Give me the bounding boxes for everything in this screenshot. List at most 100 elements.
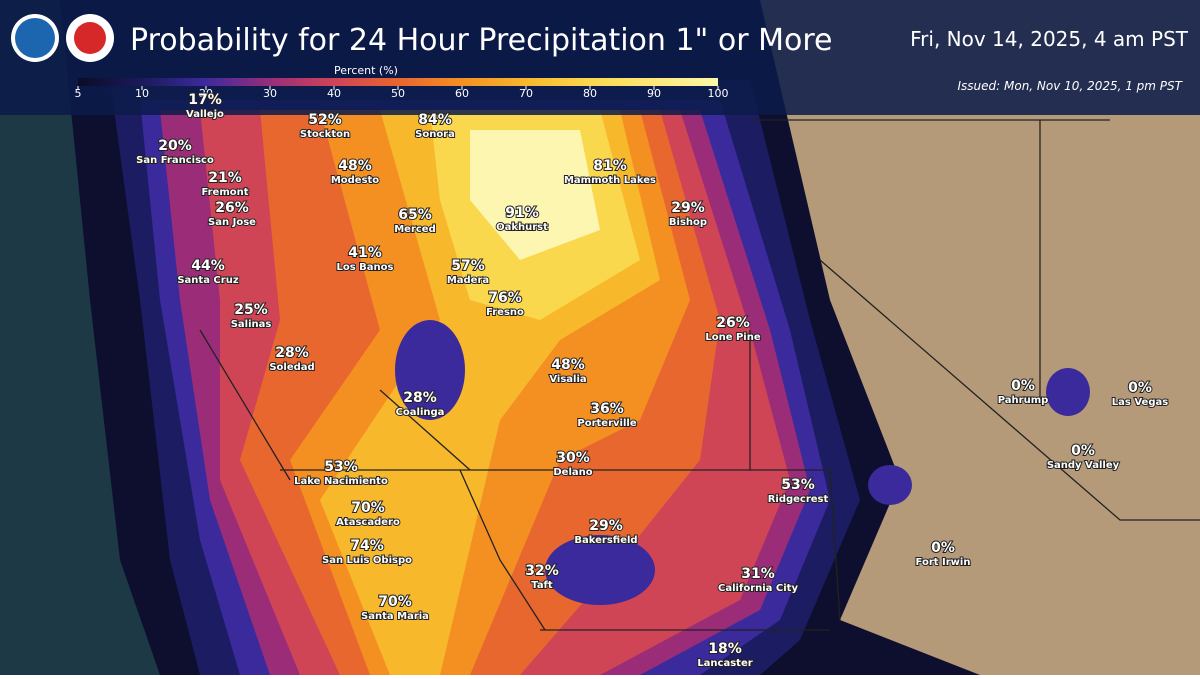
- legend-bar: [78, 78, 718, 86]
- city-name: Lancaster: [697, 658, 752, 669]
- city-percent: 65%: [398, 207, 432, 223]
- legend-title: Percent (%): [334, 64, 398, 77]
- valid-time: Fri, Nov 14, 2025, 4 am PST: [910, 27, 1189, 51]
- city-percent: 18%: [708, 641, 742, 657]
- city-percent: 28%: [403, 390, 437, 406]
- noaa-logo-inner: [15, 18, 55, 58]
- city-name: Coalinga: [396, 407, 445, 418]
- city-name: Sonora: [415, 129, 455, 140]
- city-percent: 84%: [418, 112, 452, 128]
- low-area: [545, 535, 655, 605]
- city-percent: 41%: [348, 245, 382, 261]
- legend-tick-label: 40: [327, 87, 341, 100]
- city-name: Ridgecrest: [768, 494, 829, 505]
- city-percent: 70%: [351, 500, 385, 516]
- city-name: Porterville: [577, 418, 636, 429]
- city-name: San Francisco: [136, 155, 214, 166]
- city-name: Los Banos: [337, 262, 394, 273]
- city-labels: 17%Vallejo 52%Stockton 84%Sonora 20%San Fra…: [135, 91, 1169, 670]
- desert: [740, 0, 1200, 675]
- city-percent: 91%: [505, 205, 539, 221]
- city-percent: 70%: [378, 594, 412, 610]
- city-name: Stockton: [300, 129, 350, 140]
- title: Probability for 24 Hour Precipitation 1"…: [130, 23, 832, 58]
- city-percent: 32%: [525, 563, 559, 579]
- city-name: Mammoth Lakes: [564, 175, 656, 186]
- city-percent: 21%: [208, 170, 242, 186]
- city-name: Taft: [531, 580, 553, 591]
- city-percent: 53%: [781, 477, 815, 493]
- city-percent: 29%: [589, 518, 623, 534]
- city-percent: 52%: [308, 112, 342, 128]
- city-percent: 26%: [215, 200, 249, 216]
- city-percent: 76%: [488, 290, 522, 306]
- legend-ticks: 5 10 20 30 40 50 60 70 80 90 100: [75, 86, 729, 100]
- city-name: Pahrump: [998, 395, 1049, 406]
- city-name: Merced: [394, 224, 436, 235]
- city-name: Visalia: [549, 374, 586, 385]
- legend-tick-label: 90: [647, 87, 661, 100]
- city-name: San Jose: [208, 217, 256, 228]
- band-90: [470, 130, 600, 260]
- legend-tick-label: 100: [708, 87, 729, 100]
- city-name: Lone Pine: [705, 332, 761, 343]
- city-percent: 29%: [671, 200, 705, 216]
- city-name: Fort Irwin: [916, 557, 971, 568]
- city-name: Salinas: [231, 319, 272, 330]
- legend-tick-label: 20: [199, 87, 213, 100]
- low-area: [1046, 368, 1090, 416]
- city-name: Las Vegas: [1112, 397, 1168, 408]
- city-percent: 48%: [551, 357, 585, 373]
- city-name: Modesto: [331, 175, 379, 186]
- city-percent: 0%: [931, 540, 955, 556]
- city-percent: 0%: [1071, 443, 1095, 459]
- city-name: Santa Cruz: [177, 275, 238, 286]
- legend-tick-label: 10: [135, 87, 149, 100]
- city-name: Fresno: [486, 307, 524, 318]
- city-percent: 20%: [158, 138, 192, 154]
- header-bar: [0, 0, 1200, 115]
- city-name: Delano: [553, 467, 592, 478]
- city-percent: 28%: [275, 345, 309, 361]
- city-percent: 36%: [590, 401, 624, 417]
- legend-tick-label: 30: [263, 87, 277, 100]
- city-percent: 30%: [556, 450, 590, 466]
- city-percent: 0%: [1128, 380, 1152, 396]
- county-lines: [199, 119, 1200, 631]
- city-name: Madera: [447, 275, 489, 286]
- low-area: [868, 465, 912, 505]
- legend-tick-label: 5: [75, 87, 82, 100]
- city-percent: 31%: [741, 566, 775, 582]
- city-name: Bakersfield: [574, 535, 637, 546]
- city-name: Lake Nacimiento: [294, 476, 388, 487]
- city-name: Santa Maria: [361, 611, 429, 622]
- city-percent: 17%: [188, 92, 222, 108]
- city-percent: 74%: [350, 538, 384, 554]
- city-percent: 44%: [191, 258, 225, 274]
- legend-tick-label: 70: [519, 87, 533, 100]
- issued-time: Issued: Mon, Nov 10, 2025, 1 pm PST: [958, 79, 1184, 93]
- low-area: [395, 320, 465, 420]
- city-name: Soledad: [269, 362, 314, 373]
- city-name: Sandy Valley: [1047, 460, 1120, 471]
- city-percent: 26%: [716, 315, 750, 331]
- legend-tick-label: 80: [583, 87, 597, 100]
- legend-tick-label: 60: [455, 87, 469, 100]
- city-percent: 0%: [1011, 378, 1035, 394]
- city-name: Atascadero: [336, 517, 400, 528]
- city-percent: 48%: [338, 158, 372, 174]
- city-name: Bishop: [669, 217, 707, 228]
- city-name: California City: [718, 583, 798, 594]
- city-percent: 53%: [324, 459, 358, 475]
- legend-tick-label: 50: [391, 87, 405, 100]
- city-name: Vallejo: [186, 109, 224, 120]
- city-percent: 25%: [234, 302, 268, 318]
- city-percent: 81%: [593, 158, 627, 174]
- city-name: San Luis Obispo: [322, 555, 412, 566]
- city-name: Oakhurst: [496, 222, 548, 233]
- city-name: Fremont: [201, 187, 248, 198]
- city-percent: 57%: [451, 258, 485, 274]
- nws-logo-inner: [74, 22, 106, 54]
